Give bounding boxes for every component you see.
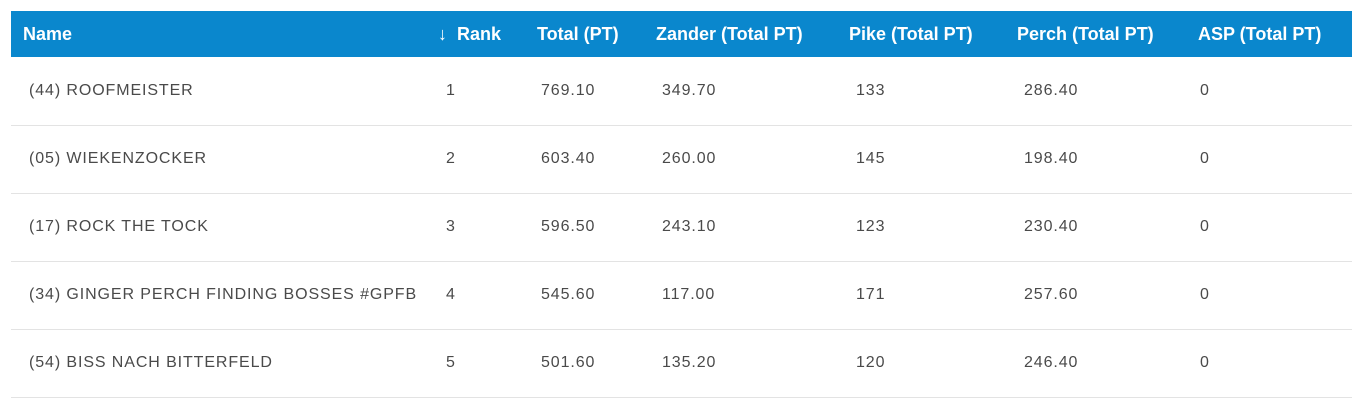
cell-total: 769.10 bbox=[541, 81, 596, 99]
column-header-zander-label: Zander (Total PT) bbox=[656, 23, 803, 44]
cell-asp: 0 bbox=[1200, 218, 1210, 235]
cell-zander: 243.10 bbox=[662, 218, 717, 235]
cell-perch: 246.40 bbox=[1024, 354, 1079, 371]
table-row: (54) BISS NACH BITTERFELD 5 501.60 135.2… bbox=[11, 329, 1352, 397]
cell-perch: 198.40 bbox=[1024, 150, 1079, 167]
column-header-name-label: Name bbox=[23, 23, 73, 44]
cell-pike: 123 bbox=[856, 218, 886, 235]
cell-asp: 0 bbox=[1200, 286, 1210, 303]
column-header-total[interactable]: Total (PT) bbox=[521, 11, 640, 57]
column-header-pike-label: Pike (Total PT) bbox=[849, 23, 973, 44]
cell-rank: 3 bbox=[446, 218, 456, 235]
cell-zander: 135.20 bbox=[662, 354, 717, 371]
cell-zander: 117.00 bbox=[662, 286, 716, 303]
column-header-rank-label: Rank bbox=[457, 23, 502, 44]
cell-zander: 260.00 bbox=[662, 150, 717, 167]
table-row: (05) WIEKENZOCKER 2 603.40 260.00 145 19… bbox=[11, 125, 1352, 193]
standings-table: Name ↓ Rank Total (PT) Zander (Total PT) … bbox=[11, 11, 1352, 398]
column-header-total-label: Total (PT) bbox=[537, 23, 619, 44]
cell-team-name: (05) WIEKENZOCKER bbox=[29, 150, 207, 167]
cell-zander: 349.70 bbox=[662, 81, 717, 99]
cell-pike: 145 bbox=[856, 150, 886, 167]
cell-total: 596.50 bbox=[541, 218, 596, 235]
column-header-pike[interactable]: Pike (Total PT) bbox=[834, 11, 1002, 57]
cell-asp: 0 bbox=[1200, 150, 1210, 167]
cell-team-name: (34) GINGER PERCH FINDING BOSSES #GPFB bbox=[29, 286, 418, 303]
standings-table-container: Name ↓ Rank Total (PT) Zander (Total PT) … bbox=[11, 11, 1352, 398]
cell-rank: 5 bbox=[446, 354, 456, 371]
cell-pike: 120 bbox=[856, 354, 886, 371]
cell-pike: 171 bbox=[856, 286, 886, 303]
cell-perch: 230.40 bbox=[1024, 218, 1079, 235]
table-row: (44) ROOFMEISTER 1 769.10 349.70 133 286… bbox=[11, 57, 1352, 125]
cell-asp: 0 bbox=[1200, 81, 1210, 99]
column-header-rank[interactable]: ↓ Rank bbox=[428, 11, 521, 57]
cell-rank: 1 bbox=[446, 81, 456, 99]
cell-perch: 257.60 bbox=[1024, 286, 1079, 303]
cell-rank: 4 bbox=[446, 286, 456, 303]
table-row: (17) ROCK THE TOCK 3 596.50 243.10 123 2… bbox=[11, 193, 1352, 261]
column-header-perch-label: Perch (Total PT) bbox=[1017, 23, 1154, 44]
column-header-name[interactable]: Name bbox=[11, 11, 428, 57]
cell-team-name: (44) ROOFMEISTER bbox=[29, 81, 194, 99]
cell-total: 501.60 bbox=[541, 354, 596, 371]
cell-rank: 2 bbox=[446, 150, 456, 167]
column-header-perch[interactable]: Perch (Total PT) bbox=[1002, 11, 1183, 57]
column-header-zander[interactable]: Zander (Total PT) bbox=[640, 11, 834, 57]
cell-perch: 286.40 bbox=[1024, 81, 1079, 99]
cell-total: 603.40 bbox=[541, 150, 596, 167]
cell-asp: 0 bbox=[1200, 354, 1210, 371]
cell-pike: 133 bbox=[856, 81, 886, 99]
cell-total: 545.60 bbox=[541, 286, 596, 303]
cell-team-name: (17) ROCK THE TOCK bbox=[29, 218, 209, 235]
column-header-asp[interactable]: ASP (Total PT) bbox=[1183, 11, 1352, 57]
column-header-asp-label: ASP (Total PT) bbox=[1198, 23, 1322, 44]
table-header-row: Name ↓ Rank Total (PT) Zander (Total PT) … bbox=[11, 11, 1352, 57]
arrow-down-icon: ↓ bbox=[438, 23, 447, 44]
cell-team-name: (54) BISS NACH BITTERFELD bbox=[29, 354, 273, 371]
table-row: (34) GINGER PERCH FINDING BOSSES #GPFB 4… bbox=[11, 261, 1352, 329]
